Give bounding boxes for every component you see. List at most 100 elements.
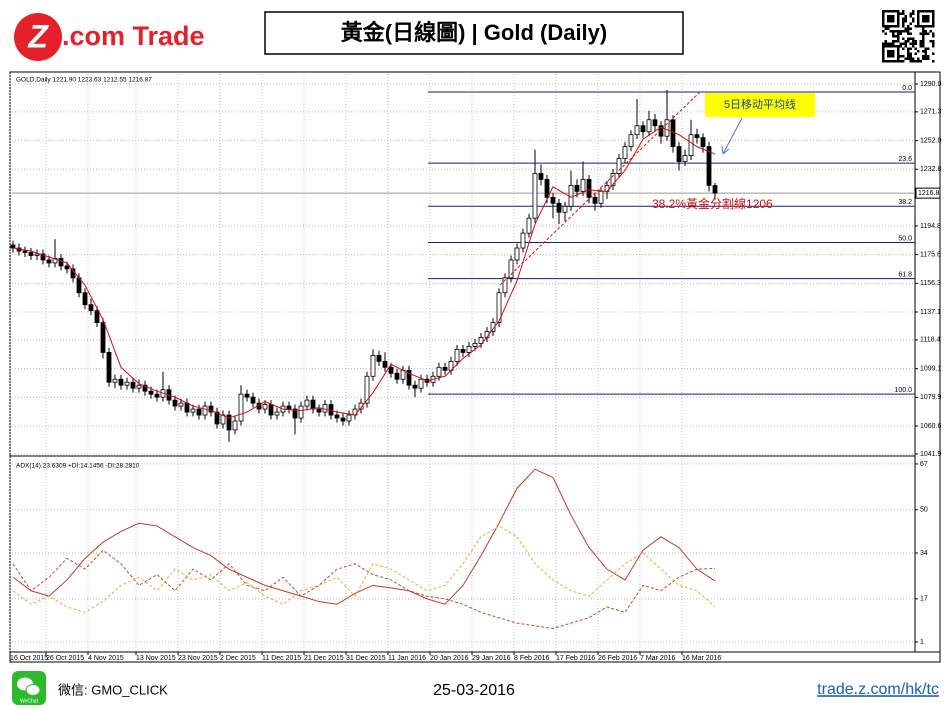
qr-cell	[909, 57, 912, 60]
y-tick-label: 1194.8	[920, 223, 941, 230]
qr-cell	[909, 12, 912, 15]
qr-cell	[932, 45, 935, 48]
candle-body	[592, 196, 598, 204]
candle-body	[550, 196, 556, 204]
candle-body	[202, 405, 208, 416]
candle-body	[94, 310, 100, 323]
candle-body	[712, 185, 718, 194]
qr-cell	[922, 32, 925, 35]
candle-body	[190, 408, 196, 413]
qr-cell	[924, 32, 927, 35]
x-tick-label: 2 Dec 2015	[220, 655, 256, 662]
qr-cell	[902, 37, 905, 40]
candle-body	[46, 259, 52, 264]
qr-cell	[909, 47, 912, 50]
candle-body	[34, 253, 40, 256]
qr-cell	[932, 32, 935, 35]
qr-cell	[902, 60, 905, 63]
qr-cell	[919, 42, 922, 45]
qr-cell	[904, 15, 907, 18]
qr-cell	[924, 55, 927, 58]
qr-cell	[927, 57, 930, 60]
y-tick-label: 1156.3	[920, 280, 941, 287]
x-tick-label: 13 Nov 2015	[136, 655, 176, 662]
title: 黃金(日線圖) | Gold (Daily)	[341, 20, 607, 45]
candle-body	[706, 146, 712, 186]
qr-cell	[902, 25, 905, 28]
qr-cell	[922, 57, 925, 60]
candle-body	[400, 369, 406, 380]
ma-annotation: 5日移动平均线	[724, 97, 796, 111]
candle-body	[502, 277, 508, 294]
qr-cell	[894, 35, 897, 38]
y-tick-label: 1290.0	[920, 81, 942, 88]
candle-body	[142, 384, 148, 392]
candle-body	[130, 381, 136, 389]
qr-cell	[909, 42, 912, 45]
qr-cell	[897, 37, 900, 40]
candle-body	[580, 179, 586, 192]
fib-label: 0.0	[902, 85, 912, 92]
qr-cell	[902, 20, 905, 23]
qr-cell	[902, 30, 905, 33]
x-tick-label: 21 Dec 2015	[304, 655, 344, 662]
y-tick-label: 67	[920, 461, 928, 468]
qr-cell	[914, 42, 917, 45]
qr-cell	[912, 20, 915, 23]
candle-body	[376, 354, 382, 362]
qr-cell	[927, 32, 930, 35]
x-tick-label: 7 Mar 2016	[640, 655, 676, 662]
candle-body	[250, 396, 256, 404]
qr-cell	[909, 22, 912, 25]
candle-body	[136, 384, 142, 389]
qr-cell	[917, 50, 920, 53]
qr-cell	[882, 30, 885, 33]
qr-finder	[882, 10, 900, 28]
candle-body	[358, 402, 364, 410]
indicator-header: ADX(14) 23.6309 +DI:14.1456 -DI:28.2810	[16, 463, 140, 470]
candle-body	[394, 372, 400, 380]
wechat-label: WeChat	[20, 698, 39, 704]
qr-cell	[914, 60, 917, 63]
y-tick-label: 1060.6	[920, 423, 942, 430]
y-tick-label: 1	[920, 639, 924, 646]
qr-cell	[907, 37, 910, 40]
candle-body	[292, 408, 298, 419]
qr-cell	[912, 42, 915, 45]
qr-cell	[912, 10, 915, 13]
candle-body	[586, 179, 592, 198]
candle-body	[238, 393, 244, 422]
x-tick-label: 4 Nov 2015	[88, 655, 124, 662]
candle-body	[124, 381, 130, 386]
qr-cell	[909, 60, 912, 63]
x-tick-label: 26 Feb 2016	[598, 655, 637, 662]
qr-cell	[904, 20, 907, 23]
qr-cell	[899, 45, 902, 48]
qr-cell	[912, 45, 915, 48]
chart-frame	[9, 71, 941, 663]
candle-body	[196, 408, 202, 416]
fib-label: 38.2	[898, 199, 912, 206]
candle-body	[64, 265, 70, 270]
candle-body	[436, 366, 442, 377]
qr-cell	[907, 47, 910, 50]
qr-cell	[899, 60, 902, 63]
qr-finder	[882, 45, 900, 63]
qr-cell	[919, 40, 922, 43]
candle-body	[568, 184, 574, 207]
qr-cell	[902, 12, 905, 15]
qr-cell	[914, 47, 917, 50]
candle-body	[232, 420, 238, 431]
qr-cell	[902, 47, 905, 50]
candle-body	[442, 366, 448, 371]
candle-body	[316, 408, 322, 413]
qr-cell	[902, 42, 905, 45]
candle-body	[622, 146, 628, 159]
candle-body	[244, 393, 250, 398]
site-link[interactable]: trade.z.com/hk/tc	[817, 681, 939, 698]
qr-cell	[922, 37, 925, 40]
x-tick-label: 20 Jan 2016	[430, 655, 469, 662]
candle-body	[364, 375, 370, 404]
candle-body	[154, 393, 160, 398]
